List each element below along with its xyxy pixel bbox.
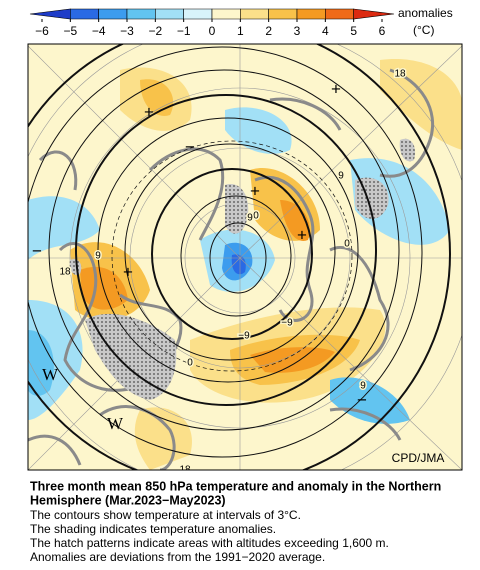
map-label: W [107,414,124,433]
map-label: 9 [247,213,253,224]
caption-note: Anomalies are deviations from the 1991−2… [30,550,325,564]
caption-title: Three month mean 850 hPa temperature and… [30,479,441,493]
map-label: −9 [281,318,293,329]
colorbar-swatch [183,8,213,20]
colorbar-swatch [155,8,184,20]
map-label: + [123,262,133,281]
colorbar-tick-label: 0 [209,24,216,38]
map-label: 18 [179,465,191,476]
caption-title: Hemisphere (Mar.2023−May2023) [30,493,226,507]
map-label: − [185,137,195,156]
colorbar-tick-label: 6 [379,24,386,38]
map-label: 18 [59,267,71,278]
graticule [28,44,462,470]
colorbar-swatch [126,8,156,20]
map-label: 9 [338,171,344,182]
colorbar-tick-label: 2 [265,24,272,38]
map-label: + [144,102,154,121]
colorbar-tick-label: −3 [120,24,134,38]
colorbar-swatch [211,8,241,20]
map-label: 9 [360,381,366,392]
colorbar-tick-label: 1 [237,24,244,38]
colorbar-tick-label: 4 [322,24,329,38]
map-label: 9 [95,251,101,262]
colorbar-swatch [240,8,269,20]
colorbar-swatch [98,8,128,20]
caption-note: The contours show temperature at interva… [30,508,301,522]
map-label: + [250,181,260,200]
map-label: − [32,241,42,260]
map-label: − [357,390,367,409]
map-label: 18 [394,69,406,80]
colorbar-swatch [325,8,354,20]
colorbar-swatch [353,8,395,20]
colorbar-tick-label: −4 [92,24,106,38]
colorbar-swatch [296,8,326,20]
map-frame [27,43,463,471]
colorbar-tick-label: 3 [294,24,301,38]
map-label: 0 [253,211,259,222]
caption-note: The hatch patterns indicate areas with a… [30,536,389,550]
colorbar-tick-label: −2 [148,24,162,38]
colorbar-tick-label: −1 [177,24,191,38]
colorbar-swatch [29,8,71,20]
credit: CPD/JMA [392,451,445,465]
colorbar-unit: (°C) [413,23,434,37]
map-label: 0 [187,358,193,369]
map-label: + [331,79,341,98]
caption-note: The shading indicates temperature anomal… [30,522,276,536]
colorbar-tick-label: 5 [350,24,357,38]
map-label: W [42,365,59,384]
map-label: −9 [238,331,250,342]
map-label: + [297,225,307,244]
map-label: 0 [344,239,350,250]
colorbar-tick-label: −6 [35,24,49,38]
colorbar-tick-label: −5 [63,24,77,38]
colorbar: −6 −5 −4 −3 −2 −1 0 1 2 3 4 5 6 [29,8,395,38]
temperature-contours [28,44,451,470]
colorbar-label: anomalies [398,6,453,20]
colorbar-swatch [70,8,99,20]
colorbar-swatch [268,8,298,20]
